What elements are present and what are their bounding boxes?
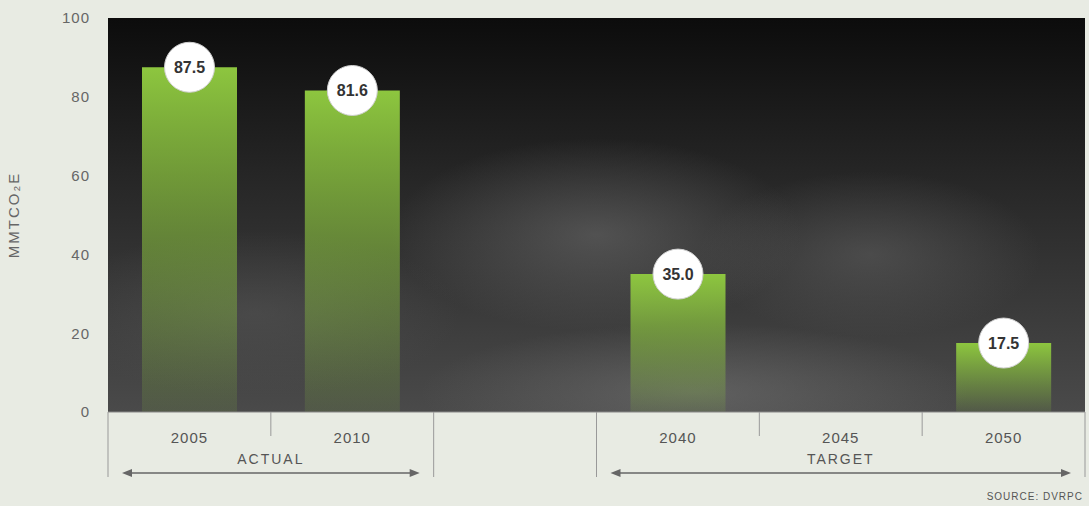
- svg-text:17.5: 17.5: [988, 335, 1019, 352]
- svg-text:2010: 2010: [334, 429, 371, 446]
- svg-text:0: 0: [81, 403, 90, 420]
- svg-text:60: 60: [71, 167, 90, 184]
- svg-text:2050: 2050: [985, 429, 1022, 446]
- svg-text:40: 40: [71, 246, 90, 263]
- svg-text:20: 20: [71, 325, 90, 342]
- svg-text:100: 100: [62, 9, 90, 26]
- svg-text:MMTCO₂E: MMTCO₂E: [5, 172, 22, 258]
- svg-text:87.5: 87.5: [174, 59, 205, 76]
- svg-text:SOURCE: DVRPC: SOURCE: DVRPC: [987, 491, 1083, 502]
- svg-text:2005: 2005: [171, 429, 208, 446]
- svg-text:2045: 2045: [822, 429, 859, 446]
- svg-text:2040: 2040: [659, 429, 696, 446]
- svg-text:80: 80: [71, 88, 90, 105]
- svg-text:35.0: 35.0: [662, 266, 693, 283]
- svg-text:81.6: 81.6: [337, 82, 368, 99]
- svg-text:ACTUAL: ACTUAL: [237, 451, 304, 467]
- svg-text:TARGET: TARGET: [807, 451, 875, 467]
